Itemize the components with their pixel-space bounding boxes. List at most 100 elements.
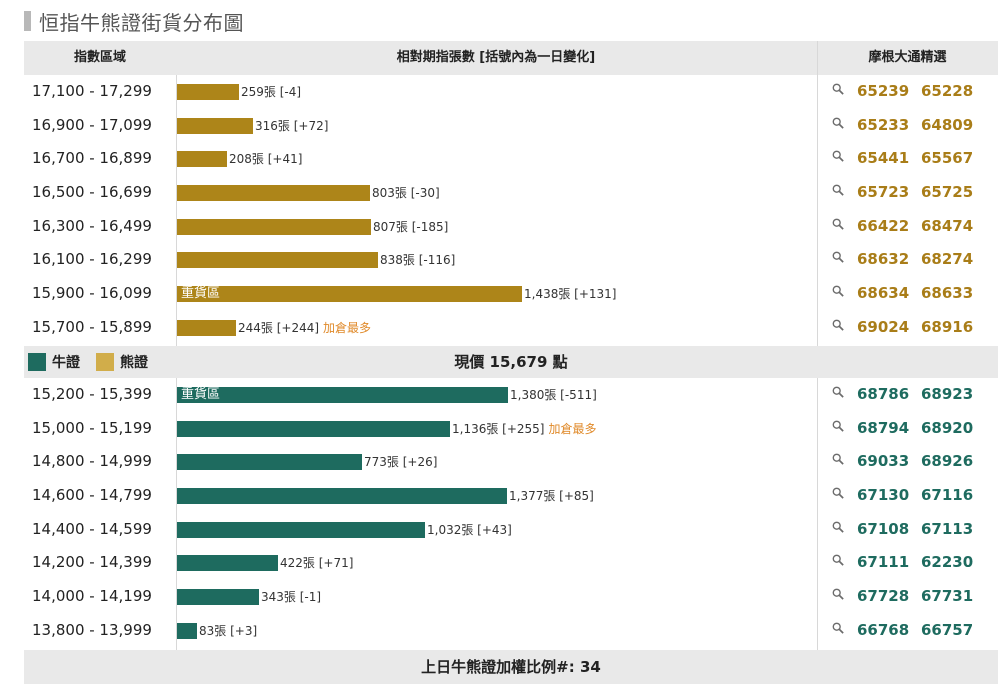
bar-value-text: 343張 [-1] <box>261 590 322 605</box>
warrant-code-link[interactable]: 67731 <box>921 587 974 606</box>
warrant-code-link[interactable]: 69024 <box>857 317 910 336</box>
bull-row: 15,200 - 15,399 重貨區 1,380張 [-511] 68786 6892… <box>24 378 998 412</box>
warrant-code-link[interactable]: 67108 <box>857 519 910 538</box>
bar-value-text: 1,032張 [+43] <box>427 522 512 537</box>
bar-value-label: 422張 [+71] <box>280 555 353 571</box>
warrant-code-link[interactable]: 68786 <box>857 385 910 403</box>
search-icon[interactable] <box>832 622 844 634</box>
bull-row: 14,400 - 14,599 1,032張 [+43] 67108 67113 <box>24 513 998 547</box>
bar-value-label: 773張 [+26] <box>364 454 437 470</box>
bar-value-text: 1,377張 [+85] <box>509 489 594 504</box>
search-icon[interactable] <box>832 251 844 264</box>
bear-row: 17,100 - 17,299 259張 [-4] 65239 65228 <box>24 75 998 109</box>
bull-row: 14,000 - 14,199 343張 [-1] 67728 67731 <box>24 580 998 614</box>
warrant-code-link[interactable]: 69033 <box>857 452 910 471</box>
page-title: 恒指牛熊證街貨分布圖 <box>39 10 244 35</box>
bear-bar <box>177 252 378 269</box>
bull-bar <box>177 488 507 505</box>
range-label: 14,800 - 14,999 <box>32 452 152 471</box>
warrant-code-link[interactable]: 67111 <box>857 553 910 572</box>
warrant-code-link[interactable]: 67113 <box>921 519 974 538</box>
search-icon[interactable] <box>832 285 844 297</box>
warrant-code-link[interactable]: 65723 <box>857 183 910 202</box>
warrant-code-link[interactable]: 66757 <box>921 620 974 639</box>
bull-bar <box>177 454 362 471</box>
weighted-ratio-footer: 上日牛熊證加權比例#: 34 <box>24 650 998 684</box>
bar-value-text: 316張 [+72] <box>255 118 329 133</box>
legend-bull-label: 牛證 <box>52 355 80 371</box>
bear-bar <box>177 319 236 336</box>
bar-value-label: 83張 [+3] <box>199 623 257 639</box>
warrant-code-link[interactable]: 68632 <box>857 250 910 269</box>
search-icon[interactable] <box>832 150 844 163</box>
warrant-code-link[interactable]: 65239 <box>857 82 910 100</box>
search-icon[interactable] <box>832 319 844 331</box>
bear-row: 16,100 - 16,299 838張 [-116] 68632 68274 <box>24 243 998 277</box>
bar-value-label: 1,377張 [+85] <box>509 488 594 504</box>
warrant-code-link[interactable]: 68923 <box>921 385 974 403</box>
bar-value-text: 803張 [-30] <box>372 186 440 201</box>
search-icon[interactable] <box>832 386 844 398</box>
bar-value-text: 422張 [+71] <box>280 556 354 571</box>
legend: 牛證 熊證 <box>28 346 148 378</box>
bar-value-text: 1,136張 [+255] <box>452 421 545 436</box>
search-icon[interactable] <box>832 218 844 230</box>
warrant-code-link[interactable]: 68794 <box>857 418 910 437</box>
search-icon[interactable] <box>832 453 844 466</box>
warrant-code-link[interactable]: 68920 <box>921 418 974 437</box>
bear-bar <box>177 185 370 202</box>
bull-bar <box>177 521 425 538</box>
warrant-code-link[interactable]: 68474 <box>921 216 974 235</box>
search-icon[interactable] <box>832 184 844 196</box>
warrant-code-link[interactable]: 68926 <box>921 452 974 471</box>
current-price-bar: 現價 15,679 點 牛證 熊證 <box>24 346 998 378</box>
most-added-note: 加倉最多 <box>548 421 597 436</box>
bar-value-text: 208張 [+41] <box>229 152 303 167</box>
bear-bar <box>177 218 371 235</box>
title-marker <box>24 11 31 31</box>
search-icon[interactable] <box>832 521 844 533</box>
legend-bear-swatch <box>96 353 114 371</box>
warrant-code-link[interactable]: 68634 <box>857 284 910 303</box>
search-icon[interactable] <box>832 487 844 499</box>
warrant-code-link[interactable]: 65228 <box>921 82 974 100</box>
warrant-code-link[interactable]: 65441 <box>857 149 910 168</box>
search-icon[interactable] <box>832 117 844 129</box>
search-icon[interactable] <box>832 554 844 567</box>
warrant-code-link[interactable]: 66422 <box>857 216 910 235</box>
range-label: 16,500 - 16,699 <box>32 183 152 202</box>
table-header: 指數區域 相對期指張數 [括號內為一日變化] 摩根大通精選 <box>24 41 998 75</box>
bull-bar <box>177 420 450 437</box>
warrant-code-link[interactable]: 64809 <box>921 115 974 134</box>
warrant-code-link[interactable]: 65233 <box>857 115 910 134</box>
warrant-code-link[interactable]: 66768 <box>857 620 910 639</box>
range-label: 15,700 - 15,899 <box>32 317 152 336</box>
bar-value-label: 1,032張 [+43] <box>427 522 512 538</box>
range-label: 15,900 - 16,099 <box>32 284 152 303</box>
bear-bar <box>177 151 227 168</box>
bar-value-label: 807張 [-185] <box>373 219 448 235</box>
search-icon[interactable] <box>832 83 844 95</box>
bar-value-text: 838張 [-116] <box>380 253 456 268</box>
range-label: 16,300 - 16,499 <box>32 216 152 235</box>
bear-row: 16,900 - 17,099 316張 [+72] 65233 64809 <box>24 109 998 143</box>
warrant-code-link[interactable]: 67728 <box>857 587 910 606</box>
search-icon[interactable] <box>832 588 844 600</box>
bear-bar <box>177 117 253 134</box>
search-icon[interactable] <box>832 420 844 432</box>
warrant-code-link[interactable]: 67116 <box>921 486 974 505</box>
warrant-code-link[interactable]: 62230 <box>921 553 974 572</box>
warrant-code-link[interactable]: 65725 <box>921 183 974 202</box>
header-bars: 相對期指張數 [括號內為一日變化] <box>396 50 596 65</box>
bull-row: 14,800 - 14,999 773張 [+26] 69033 68926 <box>24 445 998 479</box>
bar-value-text: 1,438張 [+131] <box>524 287 617 302</box>
current-price: 現價 15,679 點 <box>454 353 568 371</box>
legend-bear-label: 熊證 <box>120 355 148 371</box>
warrant-code-link[interactable]: 68916 <box>921 317 974 336</box>
warrant-code-link[interactable]: 68633 <box>921 284 974 303</box>
bar-value-text: 244張 [+244] <box>238 320 320 335</box>
warrant-code-link[interactable]: 65567 <box>921 149 974 168</box>
warrant-code-link[interactable]: 68274 <box>921 250 974 269</box>
bar-value-label: 208張 [+41] <box>229 151 302 167</box>
warrant-code-link[interactable]: 67130 <box>857 486 910 505</box>
